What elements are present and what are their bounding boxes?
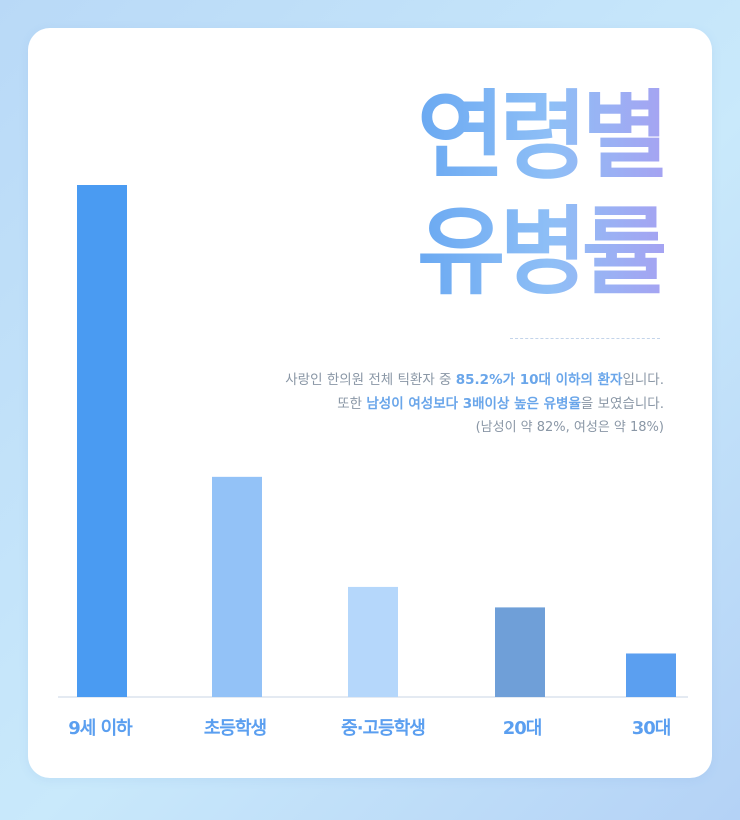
x-tick-label-2: 초등학생 bbox=[204, 717, 267, 739]
description-line3: (남성이 약 82%, 여성은 약 18%) bbox=[475, 420, 664, 435]
line2-segment-0: 또한 bbox=[337, 396, 367, 412]
description-line2: 또한 남성이 여성보다 3배이상 높은 유병율을 보였습니다. bbox=[184, 392, 664, 416]
description-line1: 사랑인 한의원 전체 틱환자 중 85.2%가 10대 이하의 환자입니다. bbox=[184, 368, 664, 392]
chart-card: 9세 이하 초등학생 중·고등학생 20대 30대 연령별 유병률 사랑인 한의원 전체… bbox=[28, 28, 712, 778]
line2-segment-2: 을 보였습니다. bbox=[580, 396, 664, 412]
bar-group bbox=[77, 185, 676, 697]
x-tick-label-4: 20대 bbox=[503, 718, 542, 739]
bar-5 bbox=[626, 653, 676, 697]
bar-2 bbox=[212, 476, 262, 697]
title-divider bbox=[510, 338, 660, 339]
description: 사랑인 한의원 전체 틱환자 중 85.2%가 10대 이하의 환자입니다. 또… bbox=[184, 368, 664, 440]
line1-segment-0: 사랑인 한의원 전체 틱환자 중 bbox=[285, 372, 456, 388]
x-tick-labels: 9세 이하 초등학생 중·고등학생 20대 30대 bbox=[68, 717, 671, 739]
line1-segment-2: 입니다. bbox=[622, 372, 664, 388]
x-tick-label-5: 30대 bbox=[632, 718, 671, 739]
bar-4 bbox=[495, 607, 545, 697]
bar-3 bbox=[348, 586, 398, 697]
line2-segment-1: 남성이 여성보다 3배이상 높은 유병율 bbox=[366, 396, 581, 412]
bar-chart: 9세 이하 초등학생 중·고등학생 20대 30대 bbox=[58, 185, 688, 739]
line1-segment-1: 85.2%가 10대 이하의 환자 bbox=[455, 372, 623, 388]
chart-title-line2: 유병률 bbox=[417, 196, 670, 308]
bar-1 bbox=[77, 185, 127, 697]
chart-title-line1: 연령별 bbox=[417, 80, 670, 192]
x-tick-label-1: 9세 이하 bbox=[68, 718, 133, 739]
x-tick-label-3: 중·고등학생 bbox=[341, 717, 425, 739]
